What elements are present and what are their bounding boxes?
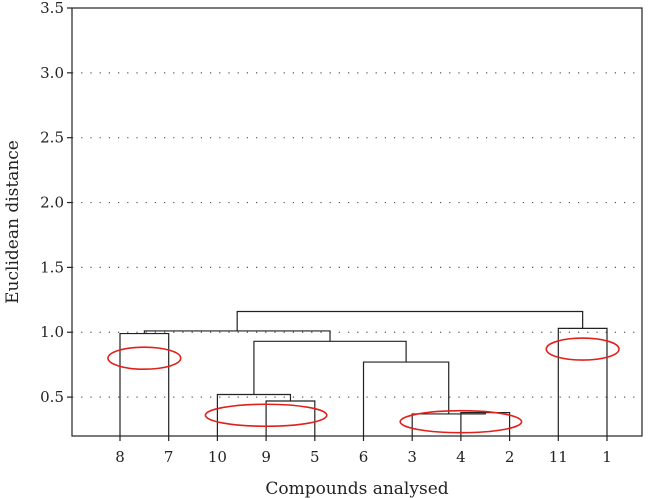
y-tick-label: 0.5 — [40, 388, 64, 406]
x-axis-ticks: 8 7 10 9 5 6 3 4 2 11 1 — [115, 436, 612, 466]
leaf-label: 8 — [115, 448, 125, 466]
highlight-ellipse — [399, 409, 523, 434]
highlight-ellipse — [545, 337, 620, 361]
dendrogram-link — [411, 412, 486, 436]
leaf-label: 10 — [208, 448, 227, 466]
leaf-label: 4 — [456, 448, 466, 466]
leaf-label: 9 — [261, 448, 271, 466]
dendrogram-link — [236, 310, 584, 331]
y-tick-label: 1.5 — [40, 258, 64, 276]
leaf-label: 1 — [602, 448, 612, 466]
dendrogram-link — [265, 400, 316, 436]
y-axis-ticks: 0.5 1.0 1.5 2.0 2.5 3.0 3.5 — [40, 0, 72, 406]
leaf-label: 3 — [407, 448, 417, 466]
leaf-label: 5 — [310, 448, 320, 466]
y-tick-label: 2.5 — [40, 129, 64, 147]
dendrogram-link — [362, 361, 450, 436]
y-tick-label: 3.0 — [40, 64, 64, 82]
leaf-label: 2 — [505, 448, 515, 466]
highlight-ellipses — [107, 337, 620, 434]
y-tick-label: 1.0 — [40, 323, 64, 341]
dendrogram-link — [557, 327, 608, 436]
leaf-label: 7 — [164, 448, 174, 466]
y-tick-label: 2.0 — [40, 194, 64, 212]
highlight-ellipse — [204, 403, 328, 428]
highlight-ellipse — [107, 346, 182, 370]
plot-frame — [71, 7, 643, 437]
dendrogram-branches — [119, 310, 608, 436]
y-tick-label: 3.5 — [40, 0, 64, 17]
y-axis-label: Euclidean distance — [3, 140, 23, 304]
leaf-label: 6 — [359, 448, 369, 466]
leaf-label: 11 — [549, 448, 568, 466]
dendrogram-link — [253, 340, 407, 395]
x-axis-label: Compounds analysed — [265, 479, 448, 498]
dendrogram-link — [216, 393, 292, 436]
